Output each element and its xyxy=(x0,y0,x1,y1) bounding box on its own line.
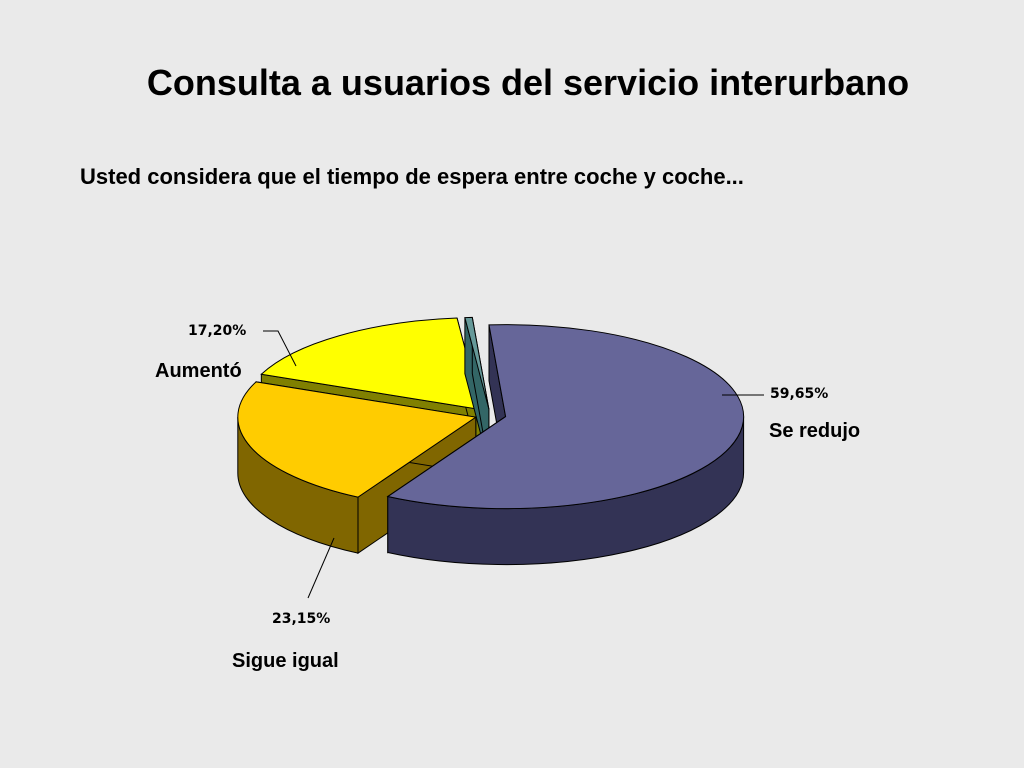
value-label-aumento: 17,20% xyxy=(188,323,246,339)
pie-slice-aumento-top xyxy=(260,317,482,411)
category-label-se-redujo: Se redujo xyxy=(769,420,860,442)
chart-title: Consulta a usuarios del servicio interur… xyxy=(146,62,910,103)
category-label-sigue-igual: Sigue igual xyxy=(232,650,339,672)
leader-line-sigue-igual xyxy=(307,537,335,599)
pie-slice-sigue-igual-top xyxy=(237,381,478,498)
pie-slice-se-redujo-top xyxy=(386,324,745,510)
pie-slices xyxy=(237,316,745,566)
chart-subtitle: Usted considera que el tiempo de espera … xyxy=(80,164,744,189)
value-label-sigue-igual: 23,15% xyxy=(272,611,330,627)
category-label-aumento: Aumentó xyxy=(155,360,242,382)
value-label-se-redujo: 59,65% xyxy=(770,386,828,402)
pie-slice-se-redujo xyxy=(386,324,745,566)
leader-line-aumento xyxy=(263,330,297,367)
pie-slice-separator-top xyxy=(464,316,490,410)
